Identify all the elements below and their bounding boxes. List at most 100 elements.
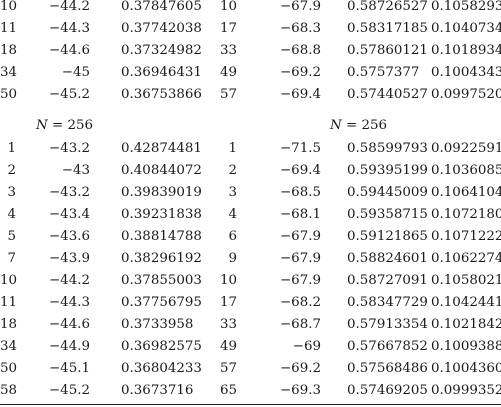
ratio-value: 0.37847605 <box>121 0 202 14</box>
delta-value: −67.9 <box>279 273 321 288</box>
k-value: 11 <box>0 295 18 310</box>
n-header-right: N = 256 <box>330 116 387 136</box>
delta-value: −44.2 <box>48 273 90 288</box>
delta-value: −43.2 <box>48 141 90 156</box>
delta-value: −67.9 <box>279 251 321 266</box>
ratio-value: 0.57469205 <box>347 383 428 398</box>
table-row: 10 −44.2 0.37847605 10 −67.9 0.58726527 … <box>0 0 501 17</box>
k-value: 34 <box>0 65 18 80</box>
table-row: 10 −44.2 0.37855003 10 −67.9 0.58727091 … <box>0 271 501 291</box>
ratio-value: 0.37756795 <box>121 295 202 310</box>
ratio-value: 0.57667852 <box>347 339 428 354</box>
k-value: 18 <box>0 317 18 332</box>
ratio-value: 0.3673716 <box>121 383 194 398</box>
delta-value: −68.5 <box>279 185 321 200</box>
n-variable: N <box>36 118 48 133</box>
table-row: 34 −44.9 0.36982575 49 −69 0.57667852 0.… <box>0 337 501 357</box>
k-value: 34 <box>0 339 18 354</box>
delta-value: −44.6 <box>48 317 90 332</box>
ratio-value: 0.59358715 <box>347 207 428 222</box>
delta-value: −67.9 <box>279 229 321 244</box>
ratio-value: 0.40844072 <box>121 163 202 178</box>
table-row: 18 −44.6 0.37324982 33 −68.8 0.57860121 … <box>0 41 501 61</box>
delta-value: −44.2 <box>48 0 90 14</box>
k-value: 57 <box>219 361 237 376</box>
ratio-value: 0.3733958 <box>121 317 194 332</box>
k-value: 10 <box>219 0 237 14</box>
ratio-value: 0.38296192 <box>121 251 202 266</box>
delta-value: −43 <box>61 163 90 178</box>
delta-value: −67.9 <box>279 0 321 14</box>
k-value: 3 <box>7 185 16 200</box>
k-value: 3 <box>228 185 237 200</box>
ratio-value: 0.58824601 <box>347 251 428 266</box>
k-value: 58 <box>0 383 18 398</box>
ratio-value: 0.57568486 <box>347 361 428 376</box>
ratio-value: 0.37742038 <box>121 21 202 36</box>
delta-value: −45 <box>61 65 90 80</box>
k-value: 17 <box>219 295 237 310</box>
sigma-value: 0.09975201 <box>431 87 501 102</box>
k-value: 2 <box>7 163 16 178</box>
k-value: 5 <box>7 229 16 244</box>
k-value: 50 <box>0 361 18 376</box>
ratio-value: 0.36753866 <box>121 87 202 102</box>
ratio-value: 0.42874481 <box>121 141 202 156</box>
ratio-value: 0.36804233 <box>121 361 202 376</box>
n-variable: N <box>330 118 342 133</box>
sigma-value: 0.10189345 <box>431 43 501 58</box>
sigma-value: 0.10424412 <box>431 295 501 310</box>
delta-value: −43.6 <box>48 229 90 244</box>
delta-value: −43.9 <box>48 251 90 266</box>
delta-value: −68.3 <box>279 21 321 36</box>
ratio-value: 0.39231838 <box>121 207 202 222</box>
table-row: 50 −45.2 0.36753866 57 −69.4 0.57440527 … <box>0 85 501 105</box>
sigma-value: 0.10580213 <box>431 273 501 288</box>
sigma-value: 0.10360852 <box>431 163 501 178</box>
delta-value: −44.3 <box>48 21 90 36</box>
ratio-value: 0.58317185 <box>347 21 428 36</box>
ratio-value: 0.58726527 <box>347 0 428 14</box>
k-value: 9 <box>228 251 237 266</box>
delta-value: −69.2 <box>279 65 321 80</box>
table-bottom-rule <box>0 404 501 405</box>
table-row: 18 −44.6 0.3733958 33 −68.7 0.57913354 0… <box>0 315 501 335</box>
k-value: 49 <box>219 339 237 354</box>
block-header: N = 256 N = 256 <box>0 116 501 136</box>
delta-value: −69.2 <box>279 361 321 376</box>
delta-value: −68.2 <box>279 295 321 310</box>
n-value: = 256 <box>47 118 94 133</box>
sigma-value: 0.10582934 <box>431 0 501 14</box>
table-row: 58 −45.2 0.3673716 65 −69.3 0.57469205 0… <box>0 381 501 401</box>
delta-value: −45.2 <box>48 87 90 102</box>
k-value: 11 <box>0 21 18 36</box>
table-row: 5 −43.6 0.38814788 6 −67.9 0.59121865 0.… <box>0 227 501 247</box>
delta-value: −69.3 <box>279 383 321 398</box>
delta-value: −44.6 <box>48 43 90 58</box>
delta-value: −43.2 <box>48 185 90 200</box>
sigma-value: 0.10043603 <box>431 361 501 376</box>
delta-value: −68.8 <box>279 43 321 58</box>
sigma-value: 0.10622746 <box>431 251 501 266</box>
sigma-value: 0.09993526 <box>431 383 501 398</box>
sigma-value: 0.09225917 <box>431 141 501 156</box>
ratio-value: 0.58599793 <box>347 141 428 156</box>
k-value: 4 <box>228 207 237 222</box>
k-value: 2 <box>228 163 237 178</box>
delta-value: −68.1 <box>279 207 321 222</box>
k-value: 7 <box>7 251 16 266</box>
sigma-value: 0.10407347 <box>431 21 501 36</box>
k-value: 4 <box>7 207 16 222</box>
k-value: 50 <box>0 87 18 102</box>
ratio-value: 0.57860121 <box>347 43 428 58</box>
table-row: 11 −44.3 0.37756795 17 −68.2 0.58347729 … <box>0 293 501 313</box>
delta-value: −44.9 <box>48 339 90 354</box>
ratio-value: 0.59395199 <box>347 163 428 178</box>
ratio-value: 0.37855003 <box>121 273 202 288</box>
table-row: 34 −45 0.36946431 49 −69.2 0.5757377 0.1… <box>0 63 501 83</box>
sigma-value: 0.10721801 <box>431 207 501 222</box>
k-value: 33 <box>219 43 237 58</box>
ratio-value: 0.57913354 <box>347 317 428 332</box>
delta-value: −69 <box>292 339 321 354</box>
